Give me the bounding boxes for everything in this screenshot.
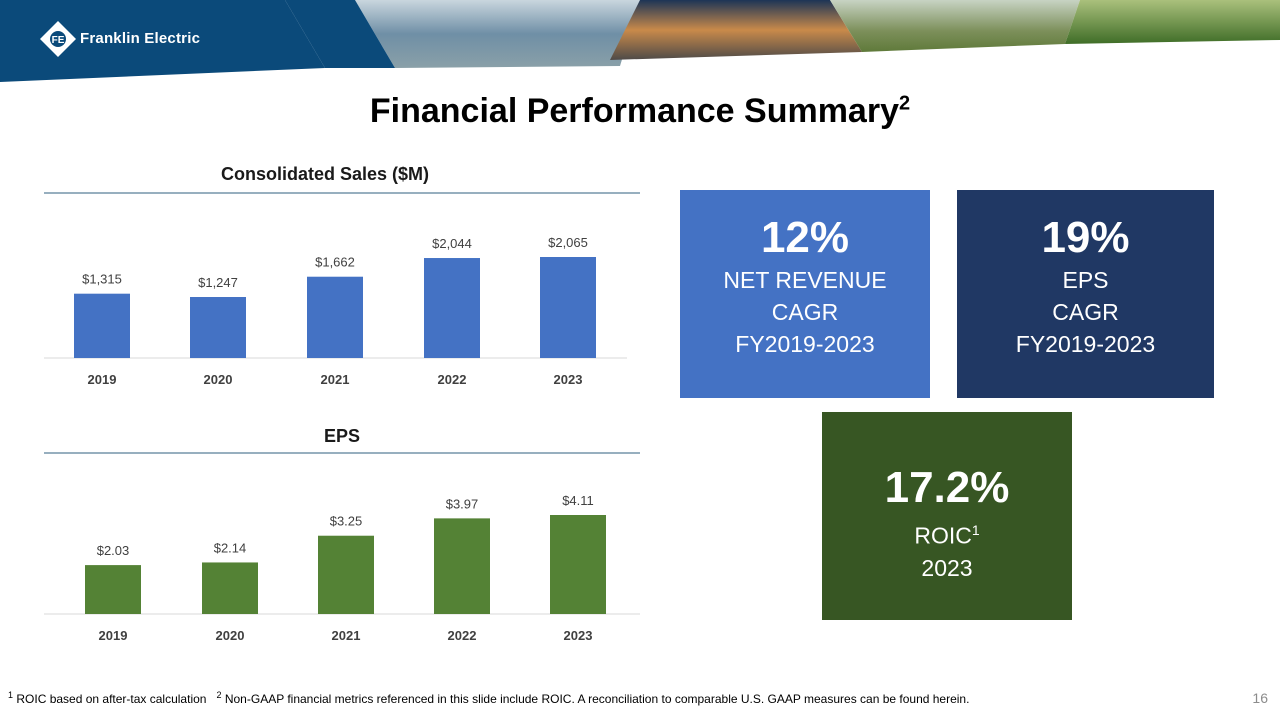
kpi-value: 19% xyxy=(1041,213,1130,262)
sales-chart-title: Consolidated Sales ($M) xyxy=(220,164,430,184)
kpi-label: ROIC1 xyxy=(822,514,1072,552)
x-tick-label: 2022 xyxy=(448,628,477,643)
x-tick-label: 2019 xyxy=(88,372,117,387)
x-tick-label: 2021 xyxy=(321,372,350,387)
kpi-net-revenue-cagr: 12% NET REVENUE CAGR FY2019-2023 xyxy=(680,190,930,398)
page-number: 16 xyxy=(1252,690,1268,706)
footnote-num: 1 xyxy=(8,690,14,700)
data-label: $1,315 xyxy=(82,272,122,287)
data-label: $3.25 xyxy=(330,514,363,529)
x-tick-label: 2022 xyxy=(438,372,467,387)
x-tick-label: 2020 xyxy=(204,372,233,387)
x-tick-label: 2019 xyxy=(99,628,128,643)
page-title: Financial Performance Summary2 xyxy=(0,92,1280,131)
sales-chart: $1,315 2019 $1,247 2020 $1,662 2021 $2,044 2022… xyxy=(44,192,640,387)
kpi-value: 12% xyxy=(760,213,850,262)
title-text: Financial Performance Summary xyxy=(369,92,899,130)
data-label: $2.14 xyxy=(214,540,247,555)
kpi-label: 2023 xyxy=(921,554,973,581)
footnote-text: Non-GAAP financial metrics referenced in… xyxy=(224,692,970,706)
footnote-text: ROIC based on after-tax calculation xyxy=(16,692,207,706)
photo-water-treatment xyxy=(355,0,640,68)
eps-chart: $2.03 2019 $2.14 2020 $3.25 2021 $3.97 2022 $4.1… xyxy=(44,452,640,643)
eps-chart-title: EPS xyxy=(323,426,361,446)
franklin-logo-icon: FE xyxy=(40,21,76,57)
bar-2023 xyxy=(550,515,606,614)
photo-irrigation xyxy=(830,0,1080,52)
bar-2019 xyxy=(74,293,130,358)
kpi-label: FY2019-2023 xyxy=(735,331,875,357)
kpi-roic: 17.2% ROIC1 2023 xyxy=(822,412,1072,620)
kpi-label: CAGR xyxy=(1052,299,1119,325)
data-label: $4.11 xyxy=(562,493,594,508)
bar-2019 xyxy=(85,565,141,614)
bar-2023 xyxy=(540,257,596,358)
bar-2022 xyxy=(424,258,480,358)
photo-fuel-station xyxy=(610,0,862,60)
svg-text:FE: FE xyxy=(52,35,65,46)
bar-2021 xyxy=(318,535,374,614)
bar-2022 xyxy=(434,518,490,614)
x-tick-label: 2023 xyxy=(564,628,593,643)
footnote-num: 2 xyxy=(216,690,222,700)
data-label: $2.03 xyxy=(97,543,130,558)
kpi-value: 17.2% xyxy=(884,463,1010,512)
kpi-eps-cagr: 19% EPS CAGR FY2019-2023 xyxy=(957,190,1214,398)
bar-2021 xyxy=(307,276,363,358)
footnote: 1 ROIC based on after-tax calculation 2 … xyxy=(8,690,969,706)
photo-sprinkler xyxy=(1065,0,1280,44)
title-footnote-ref: 2 xyxy=(898,92,911,115)
kpi-label: EPS xyxy=(1062,267,1109,293)
bar-2020 xyxy=(190,297,246,358)
footnote-ref: 1 xyxy=(971,522,980,538)
kpi-label-text: ROIC xyxy=(914,522,972,549)
kpi-label: FY2019-2023 xyxy=(1015,331,1156,357)
brand-name: Franklin Electric xyxy=(80,30,201,47)
data-label: $3.97 xyxy=(446,496,479,511)
bar-2020 xyxy=(202,562,258,614)
x-tick-label: 2023 xyxy=(554,372,583,387)
data-label: $2,044 xyxy=(432,236,472,251)
data-label: $2,065 xyxy=(548,235,588,250)
header-banner: FE xyxy=(0,0,1280,82)
kpi-label: NET REVENUE xyxy=(723,267,887,293)
kpi-label: CAGR xyxy=(771,299,839,325)
brand-band xyxy=(0,0,325,82)
data-label: $1,247 xyxy=(198,275,238,290)
x-tick-label: 2021 xyxy=(332,628,361,643)
x-tick-label: 2020 xyxy=(216,628,245,643)
data-label: $1,662 xyxy=(315,255,355,270)
